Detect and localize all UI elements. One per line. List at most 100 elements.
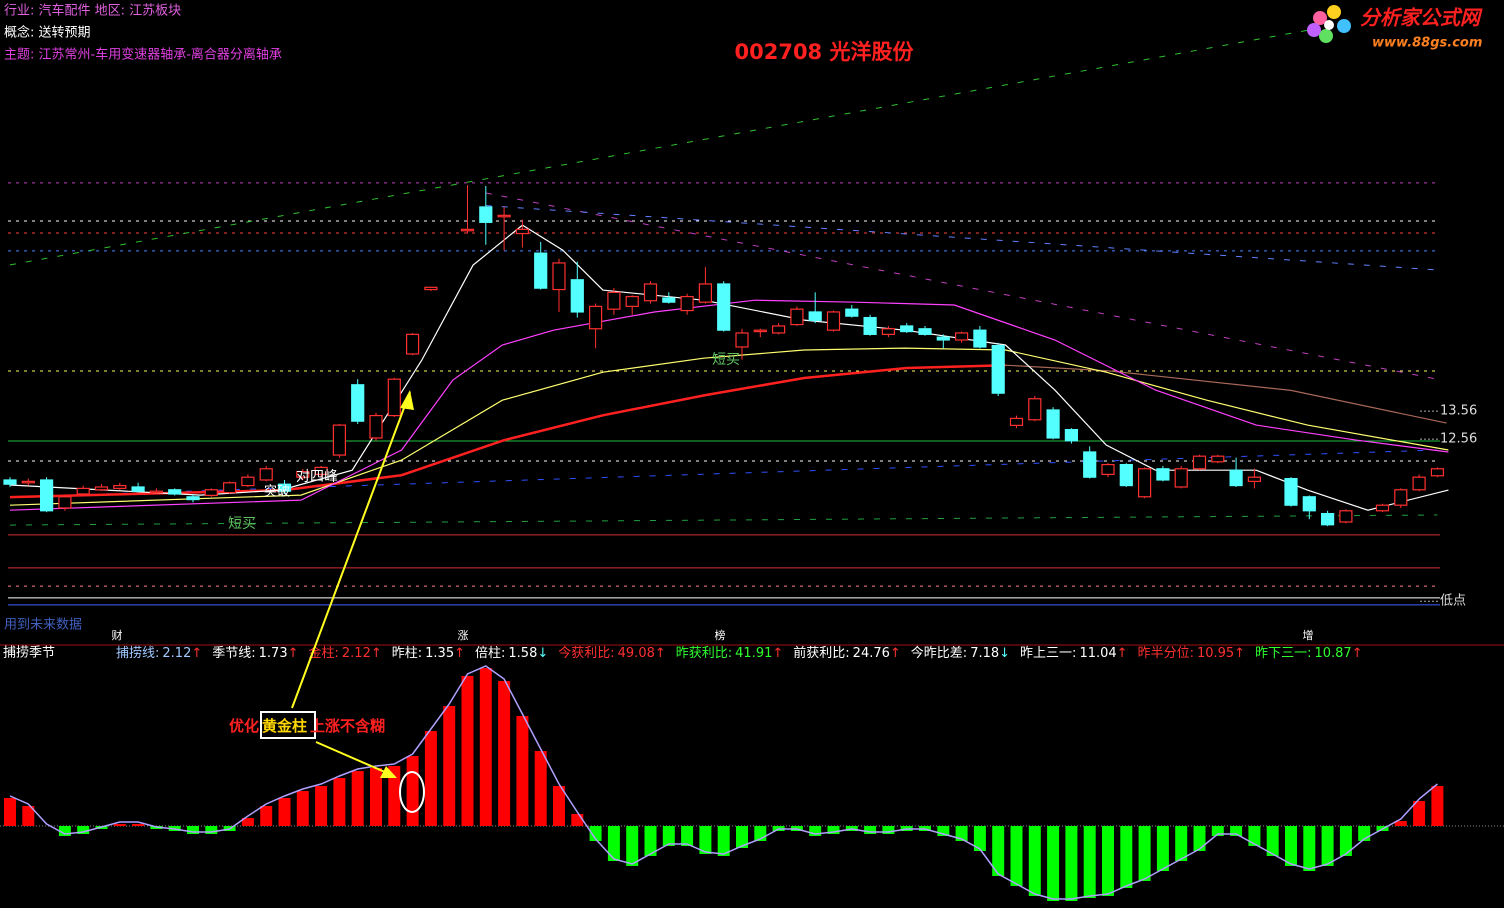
- candle-body: [424, 286, 438, 291]
- bar: [1065, 826, 1078, 901]
- candle-body: [918, 328, 932, 335]
- candle-body: [186, 496, 200, 501]
- candle-body: [1009, 417, 1024, 426]
- logo-name: 分析家公式网: [1360, 6, 1483, 30]
- item-name: 昨下三一:: [1255, 646, 1311, 661]
- bar: [388, 766, 401, 826]
- bar: [1230, 826, 1243, 836]
- signal: 榜: [715, 628, 726, 642]
- callout-text: 上涨不含糊: [310, 717, 385, 735]
- bar: [864, 826, 877, 834]
- candle-body: [21, 480, 35, 484]
- callout-box: [260, 711, 316, 739]
- bar: [1028, 826, 1041, 896]
- candle-body: [3, 479, 17, 485]
- candle-body: [351, 384, 365, 422]
- bar: [827, 826, 840, 834]
- candle-body: [369, 414, 383, 439]
- trend-line: [485, 192, 1438, 380]
- logo-url: www.88gs.com: [1372, 36, 1482, 51]
- item-name: 昨柱:: [392, 646, 422, 661]
- annotation: 用到未来数据: [4, 618, 82, 633]
- item-arrow: ↓: [999, 646, 1010, 661]
- bar: [278, 798, 291, 826]
- item-arrow: ↑: [890, 646, 901, 661]
- bar: [406, 756, 419, 826]
- callout-boxed: 黄金柱: [262, 717, 307, 735]
- candle-body: [698, 283, 713, 303]
- item-name: 今获利比:: [558, 645, 614, 661]
- annotation: 突破: [264, 484, 290, 500]
- bar: [973, 826, 986, 851]
- logo-center: [1324, 20, 1334, 30]
- candle-body: [973, 329, 987, 348]
- candle-body: [1137, 468, 1152, 498]
- item-value: 49.08: [618, 646, 655, 661]
- candle-body: [296, 470, 310, 478]
- bar: [607, 826, 620, 861]
- bar: [1211, 826, 1224, 836]
- item-value: 24.76: [853, 646, 890, 661]
- candle-body: [259, 468, 273, 481]
- candle-body: [1028, 398, 1042, 421]
- item-arrow: ↑: [1117, 646, 1128, 661]
- bar: [1102, 826, 1114, 896]
- indicator-values: 捕捞线: 2.12↑ 季节线: 1.73↑ 金柱: 2.12↑ 昨柱: 1.35↑ 倍柱: 1.5…: [116, 645, 1363, 661]
- candle-body: [1192, 455, 1207, 470]
- annotation: 短买: [228, 516, 256, 532]
- item-name: 昨获利比:: [676, 646, 732, 661]
- highlight-circle: [399, 771, 425, 813]
- bar: [1175, 826, 1188, 861]
- bar: [534, 751, 547, 826]
- candle-body: [94, 486, 109, 491]
- candle-body: [1284, 477, 1298, 506]
- bar: [132, 824, 145, 826]
- candle-body: [149, 490, 163, 494]
- bar: [553, 786, 565, 826]
- bar: [77, 826, 90, 834]
- candle-body: [643, 283, 658, 302]
- callout: 优化 黄金柱 上涨不含糊: [229, 717, 385, 735]
- bar: [187, 826, 199, 834]
- item-value: 1.58: [508, 646, 537, 661]
- item-arrow: ↑: [772, 646, 783, 661]
- logo-petal: [1319, 29, 1333, 43]
- item-name: 前获利比:: [793, 645, 849, 661]
- bar: [1047, 826, 1060, 901]
- candle-body: [552, 262, 566, 291]
- candle-body: [479, 206, 493, 223]
- item-name: 季节线:: [212, 646, 255, 661]
- bar: [315, 786, 328, 826]
- candle-body: [168, 489, 182, 495]
- arrow-head: [380, 766, 397, 778]
- callout-text: 优化: [229, 717, 259, 735]
- ma-line: [9, 363, 1006, 499]
- bar: [681, 826, 694, 846]
- candle-body: [1083, 451, 1097, 478]
- candle-body: [1302, 496, 1316, 512]
- candle-body: [753, 329, 767, 333]
- bar: [1248, 826, 1261, 846]
- candle-body: [607, 291, 621, 310]
- item-value: 1.73: [259, 646, 288, 661]
- bar: [1413, 801, 1426, 826]
- candle-body: [1156, 468, 1170, 481]
- logo-petal: [1327, 5, 1341, 19]
- candle-body: [735, 332, 749, 348]
- bar: [1010, 826, 1023, 886]
- item-arrow: ↑: [655, 646, 666, 661]
- candle-body: [790, 308, 804, 326]
- candle-body: [131, 486, 145, 492]
- candle-body: [1119, 463, 1133, 487]
- candle-body: [497, 214, 511, 218]
- candle-body: [241, 476, 255, 487]
- bar: [1156, 826, 1169, 871]
- candle-body: [717, 283, 731, 331]
- candle-body: [515, 228, 530, 235]
- candle-body: [1247, 476, 1262, 482]
- candle-body: [314, 466, 328, 475]
- bar: [589, 826, 602, 841]
- candle-body: [223, 482, 237, 494]
- item-name: 倍柱:: [475, 646, 505, 661]
- arrow: [315, 741, 395, 777]
